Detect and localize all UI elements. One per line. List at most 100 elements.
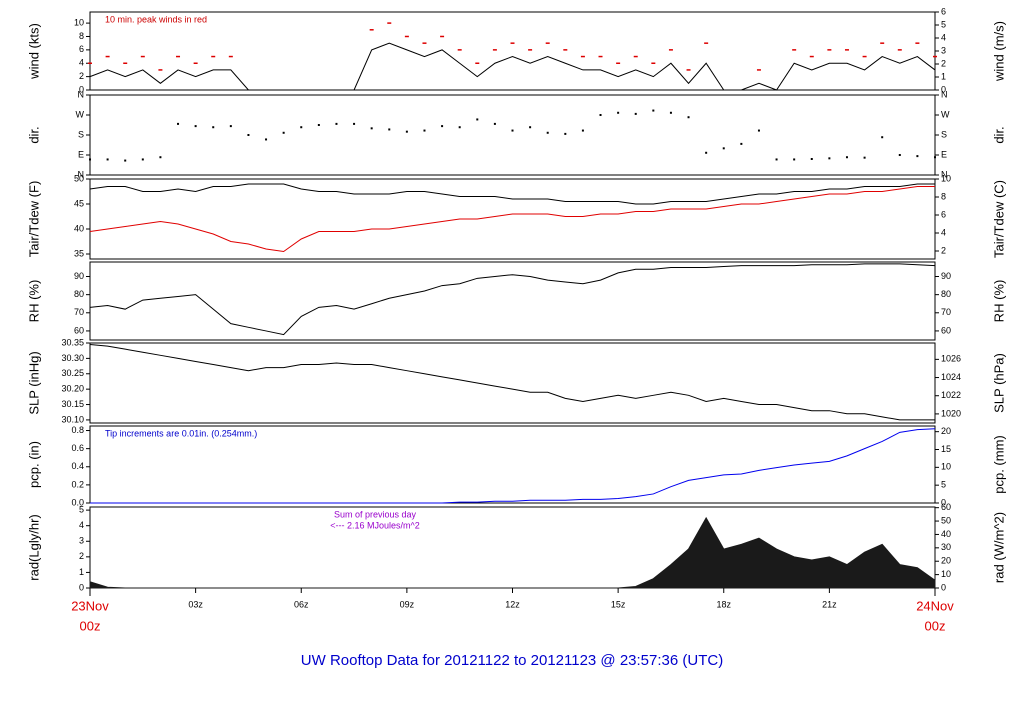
dir-point [265,138,268,141]
x-tick-label: 21z [822,599,837,609]
line [89,183,935,205]
y-tick-label: 4 [79,520,84,530]
y-axis-label: rad(Lgly/hr) [26,514,41,580]
dir-point [458,126,461,129]
y2-tick-label: 80 [941,289,951,299]
area [89,516,936,589]
y-tick-label: 70 [74,307,84,317]
y-tick-label: E [78,149,84,159]
dir-point [370,127,373,130]
y-axis-label: pcp. (in) [26,441,41,488]
dir-point [652,109,655,112]
x-tick-label: 09z [400,599,415,609]
dir-point [159,156,162,159]
y-tick-label: 80 [74,289,84,299]
y2-tick-label: 10 [941,173,951,183]
dir-point [529,126,532,129]
dir-point [863,156,866,159]
dir-point [722,147,725,150]
y-tick-label: 30.35 [61,337,84,347]
y-axis-label: SLP (inHg) [26,351,41,414]
dir-point [705,151,708,154]
y-tick-label: 30.25 [61,368,84,378]
dir-point [581,129,584,132]
x-edge-label: 00z [80,618,101,633]
y-axis-label: dir. [26,126,41,143]
y2-tick-label: 1024 [941,372,961,382]
y-tick-label: 0 [79,582,84,592]
y-tick-label: 0.0 [71,497,84,507]
y-tick-label: 2 [79,551,84,561]
y2-tick-label: 15 [941,444,951,454]
panel-frame [89,342,936,424]
y2-tick-label: N [941,89,948,99]
x-tick-label: 06z [294,599,309,609]
dir-point [441,125,444,128]
y-tick-label: 0.4 [71,461,84,471]
dir-point [212,126,215,129]
line [89,42,936,91]
x-tick-label: 03z [188,599,203,609]
annotation: Tip increments are 0.01in. (0.254mm.) [105,428,257,438]
y-tick-label: 2 [79,71,84,81]
dir-point [845,156,848,159]
dir-point [775,158,778,161]
y-tick-label: 60 [74,325,84,335]
y2-tick-label: 2 [941,58,946,68]
dir-point [898,154,901,156]
y-tick-label: 90 [74,271,84,281]
annotation: <--- 2.16 MJoules/m^2 [330,520,420,530]
y-axis-label: RH (%) [26,280,41,323]
dir-point [476,118,479,121]
y2-tick-label: 0 [941,497,946,507]
y2-axis-label: wind (m/s) [991,21,1006,82]
panel-frame [89,261,936,341]
x-edge-label: 00z [925,618,946,633]
dir-point [335,122,338,125]
dir-point [317,124,320,126]
x-tick-label: 12z [505,599,520,609]
line [89,186,935,253]
y-tick-label: 10 [74,17,84,27]
y-tick-label: 30.30 [61,353,84,363]
dir-point [177,122,180,125]
dir-point [810,158,813,160]
y2-tick-label: W [941,109,950,119]
y2-tick-label: 20 [941,556,951,566]
dir-point [300,126,303,129]
dir-point [828,157,831,160]
y2-tick-label: 5 [941,19,946,29]
y2-tick-label: 10 [941,462,951,472]
y2-tick-label: 1020 [941,408,961,418]
line [89,263,936,336]
y2-axis-label: pcp. (mm) [991,435,1006,494]
y2-tick-label: 3 [941,45,946,55]
y2-tick-label: 50 [941,515,951,525]
y2-tick-label: 70 [941,307,951,317]
y-tick-label: 1 [79,567,84,577]
y2-tick-label: 60 [941,325,951,335]
dir-point [353,122,356,125]
panel-frame [89,178,936,260]
y2-tick-label: 4 [941,32,946,42]
y2-tick-label: 5 [941,480,946,490]
dir-point [687,116,690,119]
y-tick-label: 0 [79,84,84,94]
dir-point [141,158,144,161]
dir-point [740,142,743,145]
y-axis-label: Tair/Tdew (F) [26,181,41,258]
y2-tick-label: 6 [941,6,946,16]
y2-tick-label: E [941,149,947,159]
dir-point [423,129,426,132]
y-tick-label: W [76,109,85,119]
y2-tick-label: 2 [941,245,946,255]
y2-tick-label: 30 [941,542,951,552]
y2-tick-label: S [941,129,947,139]
y2-axis-label: dir. [991,126,1006,143]
dir-point [634,112,637,115]
dir-point [229,125,232,128]
dir-point [282,131,285,134]
y2-axis-label: SLP (hPa) [991,353,1006,413]
dir-point [546,131,549,134]
dir-point [405,130,408,133]
